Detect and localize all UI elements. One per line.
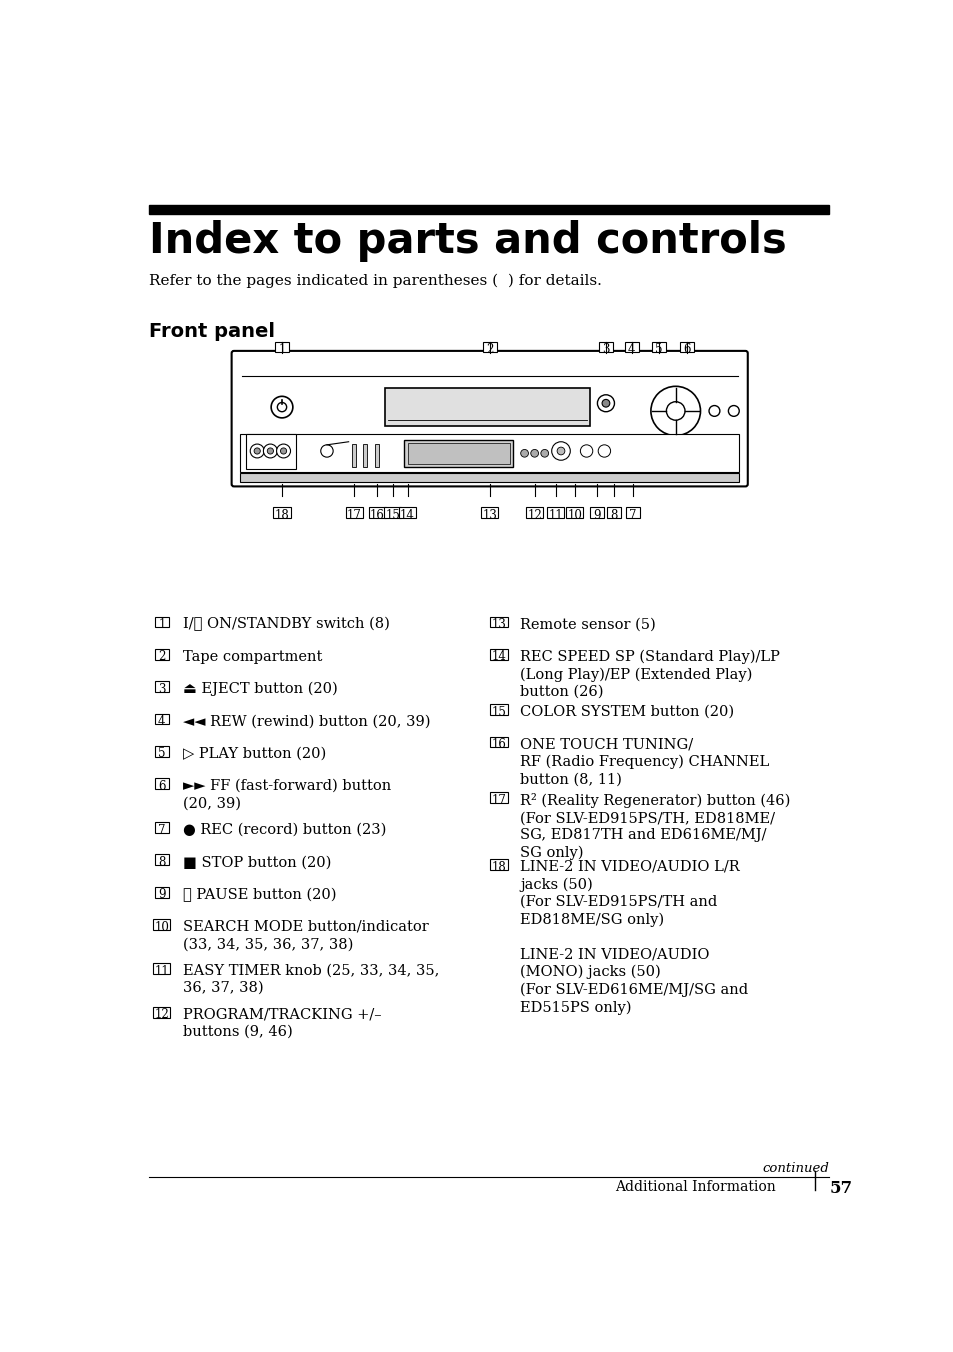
Text: 7: 7 bbox=[629, 508, 637, 522]
Text: ONE TOUCH TUNING/
RF (Radio Frequency) CHANNEL
button (8, 11): ONE TOUCH TUNING/ RF (Radio Frequency) C… bbox=[519, 737, 768, 787]
Text: 4: 4 bbox=[158, 715, 166, 729]
Circle shape bbox=[597, 395, 614, 412]
Text: Remote sensor (5): Remote sensor (5) bbox=[519, 618, 655, 631]
Text: Index to parts and controls: Index to parts and controls bbox=[149, 220, 785, 262]
Circle shape bbox=[280, 448, 286, 454]
Text: 4: 4 bbox=[627, 343, 635, 356]
Circle shape bbox=[540, 449, 548, 457]
Text: 17: 17 bbox=[346, 508, 361, 522]
Bar bbox=[245, 434, 295, 469]
Text: 16: 16 bbox=[491, 738, 506, 752]
Bar bbox=[490, 617, 507, 627]
Bar bbox=[404, 441, 513, 468]
Bar bbox=[345, 507, 362, 518]
Circle shape bbox=[557, 448, 564, 454]
Bar bbox=[606, 507, 620, 518]
Bar bbox=[149, 204, 828, 214]
Bar bbox=[490, 704, 507, 715]
Text: Front panel: Front panel bbox=[149, 322, 274, 342]
Text: Refer to the pages indicated in parentheses (  ) for details.: Refer to the pages indicated in parenthe… bbox=[149, 274, 601, 288]
Text: 9: 9 bbox=[592, 508, 599, 522]
Bar bbox=[385, 388, 590, 426]
Bar bbox=[369, 507, 385, 518]
Text: ▷ PLAY button (20): ▷ PLAY button (20) bbox=[183, 746, 326, 761]
Text: 1: 1 bbox=[158, 618, 166, 631]
Text: 13: 13 bbox=[491, 618, 506, 631]
Circle shape bbox=[598, 445, 610, 457]
Text: ⏏ EJECT button (20): ⏏ EJECT button (20) bbox=[183, 681, 337, 696]
Text: ⏸ PAUSE button (20): ⏸ PAUSE button (20) bbox=[183, 887, 336, 902]
Text: ◄◄ REW (rewind) button (20, 39): ◄◄ REW (rewind) button (20, 39) bbox=[183, 714, 430, 729]
Circle shape bbox=[277, 403, 286, 412]
Bar bbox=[651, 342, 665, 353]
Circle shape bbox=[267, 448, 274, 454]
Circle shape bbox=[271, 396, 293, 418]
Bar bbox=[625, 507, 639, 518]
Text: 9: 9 bbox=[158, 888, 166, 902]
Circle shape bbox=[579, 445, 592, 457]
Bar bbox=[363, 443, 367, 468]
Circle shape bbox=[601, 399, 609, 407]
Bar bbox=[154, 887, 169, 898]
Text: 6: 6 bbox=[683, 343, 690, 356]
Bar bbox=[153, 919, 171, 930]
Circle shape bbox=[530, 449, 537, 457]
Bar bbox=[154, 746, 169, 757]
Text: COLOR SYSTEM button (20): COLOR SYSTEM button (20) bbox=[519, 706, 733, 719]
Text: 3: 3 bbox=[601, 343, 609, 356]
Bar bbox=[352, 443, 355, 468]
Bar bbox=[480, 507, 497, 518]
Text: 13: 13 bbox=[482, 508, 497, 522]
Bar bbox=[274, 342, 289, 353]
Text: 5: 5 bbox=[654, 343, 661, 356]
Bar bbox=[398, 507, 416, 518]
Bar bbox=[598, 342, 612, 353]
Text: EASY TIMER knob (25, 33, 34, 35,
36, 37, 38): EASY TIMER knob (25, 33, 34, 35, 36, 37,… bbox=[183, 964, 438, 995]
Bar bbox=[153, 963, 171, 973]
Text: ● REC (record) button (23): ● REC (record) button (23) bbox=[183, 823, 386, 837]
Text: 11: 11 bbox=[154, 964, 169, 977]
Text: 8: 8 bbox=[609, 508, 617, 522]
Circle shape bbox=[263, 443, 277, 458]
Text: SEARCH MODE button/indicator
(33, 34, 35, 36, 37, 38): SEARCH MODE button/indicator (33, 34, 35… bbox=[183, 919, 428, 952]
Circle shape bbox=[320, 445, 333, 457]
Text: PROGRAM/TRACKING +/–
buttons (9, 46): PROGRAM/TRACKING +/– buttons (9, 46) bbox=[183, 1007, 381, 1038]
Text: 11: 11 bbox=[548, 508, 562, 522]
Circle shape bbox=[551, 442, 570, 460]
Text: R² (Reality Regenerator) button (46)
(For SLV-ED915PS/TH, ED818ME/
SG, ED817TH a: R² (Reality Regenerator) button (46) (Fo… bbox=[519, 792, 789, 860]
Circle shape bbox=[666, 402, 684, 420]
Text: 57: 57 bbox=[828, 1180, 851, 1197]
Text: 7: 7 bbox=[158, 823, 166, 837]
Bar bbox=[154, 714, 169, 725]
Bar bbox=[407, 443, 509, 464]
Text: 15: 15 bbox=[491, 706, 506, 719]
Text: ■ STOP button (20): ■ STOP button (20) bbox=[183, 856, 331, 869]
Circle shape bbox=[250, 443, 264, 458]
Bar bbox=[589, 507, 603, 518]
Bar bbox=[240, 434, 739, 472]
Text: 6: 6 bbox=[158, 780, 166, 792]
Text: 3: 3 bbox=[158, 683, 166, 696]
Text: 18: 18 bbox=[491, 861, 506, 873]
Bar bbox=[384, 507, 401, 518]
Bar bbox=[240, 473, 739, 481]
Bar bbox=[154, 649, 169, 660]
Text: 5: 5 bbox=[158, 748, 166, 760]
Text: REC SPEED SP (Standard Play)/LP
(Long Play)/EP (Extended Play)
button (26): REC SPEED SP (Standard Play)/LP (Long Pl… bbox=[519, 650, 779, 699]
Text: 10: 10 bbox=[154, 921, 169, 934]
Text: Tape compartment: Tape compartment bbox=[183, 650, 322, 664]
Text: 12: 12 bbox=[154, 1009, 169, 1022]
Bar bbox=[490, 649, 507, 660]
Bar bbox=[154, 779, 169, 790]
Bar bbox=[154, 681, 169, 692]
Text: 2: 2 bbox=[485, 343, 493, 356]
Text: 14: 14 bbox=[399, 508, 415, 522]
Bar bbox=[546, 507, 563, 518]
Bar bbox=[624, 342, 638, 353]
Text: 10: 10 bbox=[567, 508, 581, 522]
Text: 18: 18 bbox=[274, 508, 289, 522]
Bar bbox=[154, 822, 169, 833]
Circle shape bbox=[650, 387, 700, 435]
Text: 17: 17 bbox=[491, 794, 506, 807]
Text: 8: 8 bbox=[158, 856, 166, 869]
